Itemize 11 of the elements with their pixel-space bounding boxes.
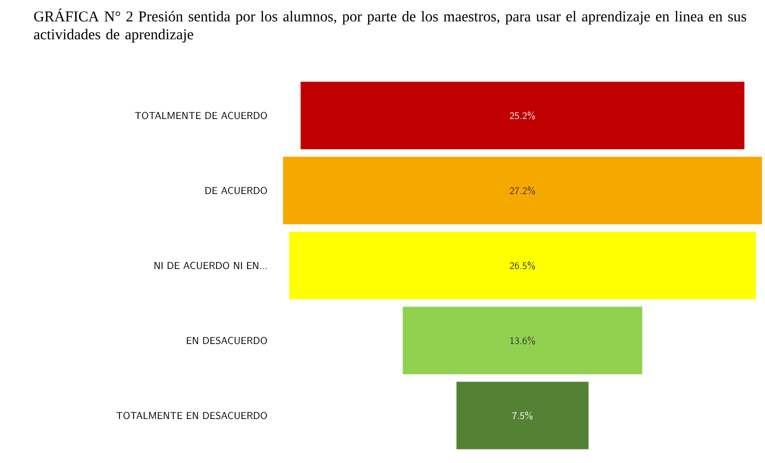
text: GRÁFICA N° 2 Presión sentida por los alumnos, por parte de los maestros, para usar el aprendizaje en linea en sus actividades de aprendizaje — [34, 8, 746, 42]
data-label: 7.5% — [512, 411, 532, 420]
data-label: 25.2% — [510, 111, 535, 120]
category-label: TOTALMENTE DE ACUERDO — [134, 112, 267, 120]
category-label: TOTALMENTE EN DESACUERDO — [116, 412, 267, 420]
category-label: NI DE ACUERDO NI EN... — [154, 262, 266, 270]
data-label: 26.5% — [510, 261, 535, 270]
category-label: EN DESACUERDO — [186, 336, 267, 344]
category-label: DE ACUERDO — [205, 186, 267, 194]
data-label: 13.6% — [510, 336, 535, 345]
data-label: 27.2% — [510, 186, 535, 195]
